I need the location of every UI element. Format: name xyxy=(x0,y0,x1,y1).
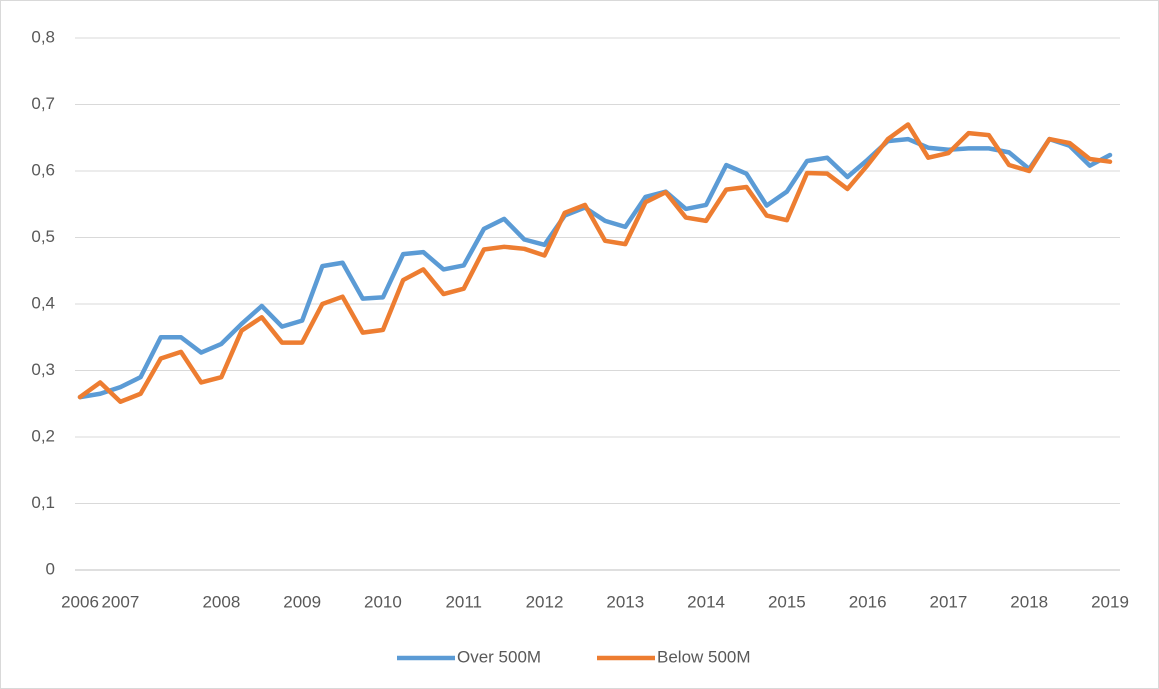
y-tick-label: 0,2 xyxy=(31,426,55,445)
x-tick-label: 2014 xyxy=(687,592,725,611)
x-tick-label: 2010 xyxy=(364,592,402,611)
x-tick-label: 2015 xyxy=(768,592,806,611)
x-tick-label: 2016 xyxy=(849,592,887,611)
y-tick-label: 0,1 xyxy=(31,493,55,512)
legend-label: Below 500M xyxy=(657,647,751,666)
x-tick-label: 2012 xyxy=(526,592,564,611)
data-line xyxy=(77,122,1113,405)
y-tick-label: 0,8 xyxy=(31,27,55,46)
x-tick-label: 2008 xyxy=(202,592,240,611)
y-tick-label: 0,5 xyxy=(31,227,55,246)
x-tick-label: 2018 xyxy=(1010,592,1048,611)
data-line xyxy=(77,136,1113,400)
y-tick-label: 0,3 xyxy=(31,360,55,379)
y-tick-label: 0,7 xyxy=(31,94,55,113)
x-tick-label: 2006 xyxy=(61,592,99,611)
x-tick-label: 2009 xyxy=(283,592,321,611)
x-tick-label: 2017 xyxy=(930,592,968,611)
y-tick-label: 0 xyxy=(46,559,55,578)
legend-label: Over 500M xyxy=(457,647,541,666)
y-tick-label: 0,4 xyxy=(31,293,55,312)
x-tick-label: 2019 xyxy=(1091,592,1129,611)
x-tick-label: 2011 xyxy=(445,592,482,611)
x-tick-label: 2013 xyxy=(606,592,644,611)
y-tick-label: 0,6 xyxy=(31,160,55,179)
x-tick-label: 2007 xyxy=(101,592,139,611)
